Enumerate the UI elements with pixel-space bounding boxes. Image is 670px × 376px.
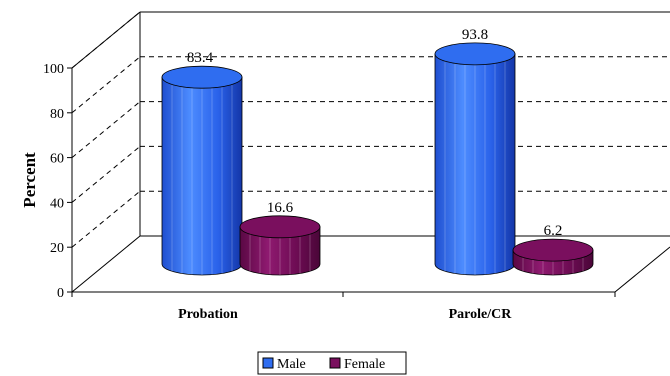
y-tick-label: 40 — [50, 196, 64, 211]
legend: Male Female — [257, 351, 407, 375]
legend-label-male: Male — [277, 357, 306, 372]
x-tick-label-parole-cr: Parole/CR — [449, 307, 513, 322]
bar-male-probation: 83.4 — [161, 50, 243, 276]
y-tick-label: 80 — [50, 107, 64, 122]
legend-swatch-female — [329, 357, 341, 369]
gridline-side — [71, 101, 141, 158]
bar-female-parole-cr: 6.2 — [512, 223, 594, 276]
y-axis: 0 20 40 60 80 100 — [43, 62, 72, 301]
legend-label-female: Female — [344, 357, 385, 372]
x-tick-label-probation: Probation — [178, 307, 238, 322]
legend-swatch-male — [262, 357, 274, 369]
gridline-side — [71, 11, 141, 69]
side-wall — [71, 11, 141, 292]
data-label: 16.6 — [267, 200, 294, 216]
y-tick-label: 20 — [50, 241, 64, 256]
bar-top — [512, 238, 594, 262]
data-label: 83.4 — [187, 50, 214, 66]
x-axis: Probation Parole/CR — [71, 292, 616, 322]
bars: 83.4 16.6 93.8 6.2 — [161, 27, 594, 276]
bar-top — [434, 42, 516, 66]
y-tick-label: 0 — [57, 286, 64, 301]
gridline-side — [71, 190, 141, 248]
bar-body — [239, 226, 321, 276]
y-tick-label: 100 — [43, 62, 64, 77]
bar-female-probation: 16.6 — [239, 200, 321, 276]
data-label: 93.8 — [462, 27, 488, 43]
y-axis-label: Percent — [20, 152, 39, 208]
gridlines — [71, 11, 670, 248]
y-tick-label: 60 — [50, 152, 64, 167]
bar-male-parole-cr: 93.8 — [434, 27, 516, 276]
gridline-side — [71, 56, 141, 114]
bar-top — [161, 65, 243, 89]
bar-top — [239, 215, 321, 239]
gridline-side — [71, 146, 141, 203]
data-label: 6.2 — [544, 223, 563, 239]
